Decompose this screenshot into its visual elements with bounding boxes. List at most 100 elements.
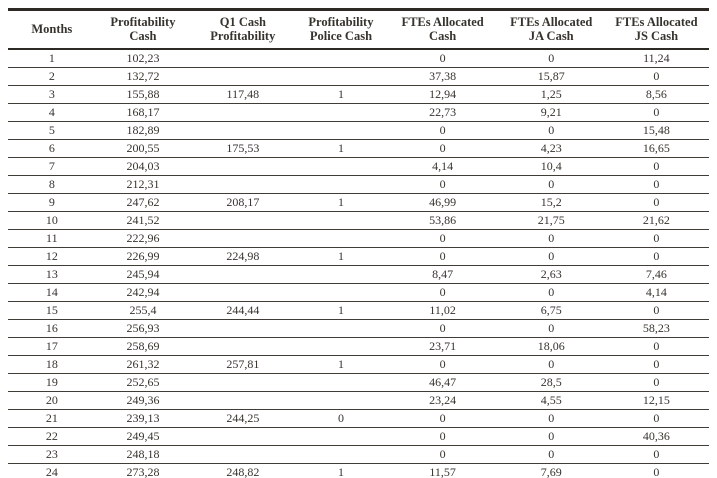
ftes-allocated-cash-cell: 0 — [439, 141, 446, 155]
ftes-allocated-cash-cell: 0 — [439, 231, 446, 245]
ftes-allocated-ja-cash-cell: 0 — [548, 429, 555, 443]
q1-cash-profitability-cell — [190, 230, 295, 248]
month-cell: 18 — [45, 357, 58, 371]
ftes-allocated-cash-cell: 46,99 — [429, 195, 457, 209]
profitability-police-cash-cell — [295, 212, 386, 230]
profitability-cash-cell: 245,94 — [126, 267, 160, 281]
ftes-allocated-cash-cell: 53,86 — [429, 213, 457, 227]
profitability-cash-cell: 102,23 — [126, 51, 160, 65]
column-header-ftes-allocated-ja-cash: FTEs Allocated JA Cash — [510, 15, 593, 43]
table-row: 16 256,93 0 0 58,23 — [8, 320, 709, 338]
ftes-allocated-js-cash-cell: 7,46 — [645, 267, 667, 281]
ftes-allocated-cash-cell: 0 — [439, 51, 446, 65]
ftes-allocated-js-cash-cell: 0 — [653, 465, 660, 478]
table-row: 15 255,4 244,44 1 11,02 6,75 0 — [8, 302, 709, 320]
ftes-allocated-ja-cash-cell: 0 — [548, 51, 555, 65]
profitability-cash-cell: 226,99 — [126, 249, 160, 263]
ftes-allocated-js-cash-cell: 0 — [653, 105, 660, 119]
ftes-allocated-js-cash-cell: 4,14 — [645, 285, 667, 299]
ftes-allocated-ja-cash-cell: 21,75 — [537, 213, 565, 227]
ftes-allocated-js-cash-cell: 0 — [653, 177, 660, 191]
profitability-police-cash-cell: 1 — [337, 357, 344, 371]
ftes-allocated-js-cash-cell: 0 — [653, 339, 660, 353]
table-row: 21 239,13 244,25 0 0 0 0 — [8, 410, 709, 428]
q1-cash-profitability-cell: 244,44 — [226, 303, 260, 317]
month-cell: 19 — [45, 375, 58, 389]
ftes-allocated-ja-cash-cell: 1,25 — [540, 87, 562, 101]
ftes-allocated-ja-cash-cell: 0 — [548, 231, 555, 245]
ftes-allocated-cash-cell: 0 — [439, 411, 446, 425]
month-cell: 12 — [45, 249, 58, 263]
profitability-police-cash-cell: 1 — [337, 141, 344, 155]
table-row: 24 273,28 248,82 1 11,57 7,69 0 — [8, 464, 709, 478]
table-row: 23 248,18 0 0 0 — [8, 446, 709, 464]
q1-cash-profitability-cell — [190, 428, 295, 446]
profitability-cash-cell: 155,88 — [126, 87, 160, 101]
profitability-cash-cell: 273,28 — [126, 465, 160, 478]
profitability-police-cash-cell: 1 — [337, 249, 344, 263]
q1-cash-profitability-cell: 257,81 — [226, 357, 260, 371]
ftes-allocated-cash-cell: 0 — [439, 285, 446, 299]
profitability-cash-cell: 249,45 — [126, 429, 160, 443]
ftes-allocated-ja-cash-cell: 0 — [548, 177, 555, 191]
ftes-allocated-cash-cell: 37,38 — [429, 69, 457, 83]
column-header-q1-cash-profitability: Q1 Cash Profitability — [210, 15, 276, 43]
q1-cash-profitability-cell — [190, 49, 295, 68]
q1-cash-profitability-cell: 248,82 — [226, 465, 260, 478]
ftes-allocated-js-cash-cell: 0 — [653, 447, 660, 461]
table-row: 2 132,72 37,38 15,87 0 — [8, 68, 709, 86]
ftes-allocated-ja-cash-cell: 7,69 — [540, 465, 562, 478]
ftes-allocated-js-cash-cell: 11,24 — [643, 51, 670, 65]
month-cell: 3 — [48, 87, 55, 101]
ftes-allocated-cash-cell: 0 — [439, 429, 446, 443]
q1-cash-profitability-cell — [190, 392, 295, 410]
table-row: 1 102,23 0 0 11,24 — [8, 49, 709, 68]
table-row: 9 247,62 208,17 1 46,99 15,2 0 — [8, 194, 709, 212]
profitability-cash-cell: 222,96 — [126, 231, 160, 245]
ftes-allocated-js-cash-cell: 0 — [653, 231, 660, 245]
profitability-cash-cell: 258,69 — [126, 339, 160, 353]
q1-cash-profitability-cell — [190, 212, 295, 230]
profitability-police-cash-cell: 1 — [337, 195, 344, 209]
ftes-allocated-js-cash-cell: 15,48 — [642, 123, 670, 137]
ftes-allocated-ja-cash-cell: 18,06 — [537, 339, 565, 353]
ftes-allocated-cash-cell: 0 — [439, 321, 446, 335]
month-cell: 4 — [48, 105, 55, 119]
ftes-allocated-ja-cash-cell: 0 — [548, 357, 555, 371]
q1-cash-profitability-cell — [190, 104, 295, 122]
q1-cash-profitability-cell — [190, 374, 295, 392]
table-row: 13 245,94 8,47 2,63 7,46 — [8, 266, 709, 284]
ftes-allocated-js-cash-cell: 0 — [653, 249, 660, 263]
month-cell: 6 — [48, 141, 55, 155]
month-cell: 7 — [48, 159, 55, 173]
profitability-police-cash-cell — [295, 374, 386, 392]
ftes-allocated-js-cash-cell: 16,65 — [642, 141, 670, 155]
profitability-cash-cell: 168,17 — [126, 105, 160, 119]
profitability-cash-cell: 247,62 — [126, 195, 160, 209]
ftes-allocated-js-cash-cell: 0 — [653, 375, 660, 389]
ftes-allocated-js-cash-cell: 0 — [653, 411, 660, 425]
profitability-cash-cell: 241,52 — [126, 213, 160, 227]
q1-cash-profitability-cell: 224,98 — [226, 249, 260, 263]
table-row: 19 252,65 46,47 28,5 0 — [8, 374, 709, 392]
q1-cash-profitability-cell — [190, 338, 295, 356]
ftes-allocated-cash-cell: 22,73 — [429, 105, 457, 119]
ftes-allocated-js-cash-cell: 0 — [653, 195, 660, 209]
column-header-profitability-cash: Profitability Cash — [110, 15, 176, 43]
ftes-allocated-cash-cell: 0 — [439, 177, 446, 191]
profitability-cash-cell: 182,89 — [126, 123, 160, 137]
ftes-allocated-ja-cash-cell: 28,5 — [540, 375, 562, 389]
month-cell: 21 — [45, 411, 58, 425]
table-row: 14 242,94 0 0 4,14 — [8, 284, 709, 302]
q1-cash-profitability-cell — [190, 284, 295, 302]
ftes-allocated-js-cash-cell: 0 — [653, 69, 660, 83]
ftes-allocated-ja-cash-cell: 2,63 — [540, 267, 562, 281]
ftes-allocated-cash-cell: 8,47 — [432, 267, 454, 281]
profitability-police-cash-cell — [295, 104, 386, 122]
table-row: 11 222,96 0 0 0 — [8, 230, 709, 248]
month-cell: 2 — [48, 69, 55, 83]
profitability-cash-cell: 239,13 — [126, 411, 160, 425]
table-row: 20 249,36 23,24 4,55 12,15 — [8, 392, 709, 410]
profitability-cash-cell: 132,72 — [126, 69, 160, 83]
